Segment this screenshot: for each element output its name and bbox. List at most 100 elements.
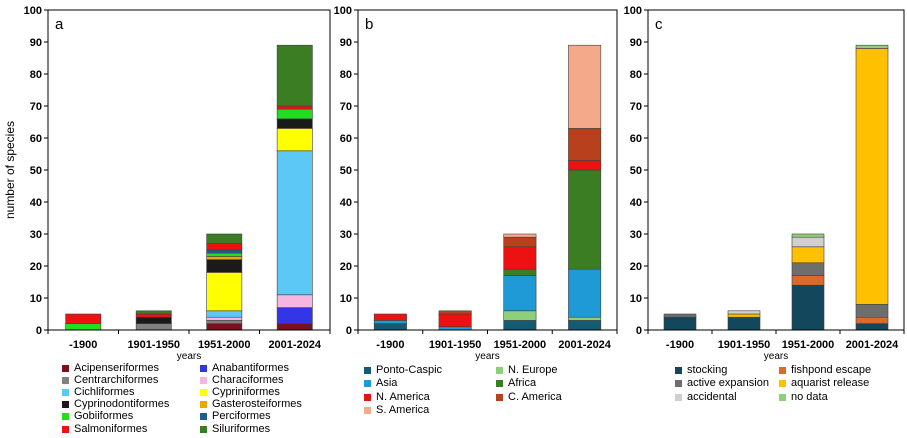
y-tick-label: 20 <box>340 261 352 273</box>
legend-swatch <box>62 401 69 409</box>
y-tick-label: 80 <box>30 69 42 81</box>
legend-label: Asia <box>376 377 398 390</box>
bar-segment-anabantiformes-2001-2024 <box>276 307 313 324</box>
bar-segment-active-expansion-2001-2024 <box>855 304 889 318</box>
legend-label: Gobiiformes <box>74 410 134 423</box>
legend-label: Salmoniformes <box>74 422 148 435</box>
y-tick-label: 10 <box>30 293 42 305</box>
y-tick-label: 50 <box>340 165 352 177</box>
legend-label: active expansion <box>687 377 769 390</box>
y-tick-label: 0 <box>36 325 42 337</box>
bar-segment-fishpond-escape-2001-2024 <box>855 316 889 324</box>
legend-swatch <box>62 413 69 421</box>
bar-segment-cyprinodontiformes-2001-2024 <box>276 118 313 129</box>
x-tick-label: 1901-1950 <box>718 339 771 351</box>
bar-segment-africa-1951-2000 <box>503 268 537 276</box>
legend-c: stocking fishpond escape active expansion a… <box>675 364 905 414</box>
bar-segment-characiformes-2001-2024 <box>276 294 313 308</box>
y-tick-label: 30 <box>340 229 352 241</box>
bar-segment-no-data-1951-2000 <box>791 233 825 238</box>
y-tick-label: 50 <box>630 165 642 177</box>
legend-label: Centrarchiformes <box>74 374 159 387</box>
legend-label: Cichliformes <box>74 386 135 399</box>
bar-segment-gasterosteiformes-1951-2000 <box>206 256 243 260</box>
bar-segment-characiformes-1951-2000 <box>206 316 243 321</box>
bar-segment-active-expansion-1951-2000 <box>791 262 825 276</box>
legend-swatch <box>779 393 786 401</box>
legend-swatch <box>364 367 371 374</box>
y-axis-title: number of species <box>3 121 17 219</box>
x-tick-label: -1900 <box>69 339 97 351</box>
legend-label: Gasterosteiformes <box>212 398 302 411</box>
x-axis-title: years <box>177 351 201 362</box>
legend-label: accidental <box>687 390 737 403</box>
bar-segment-ponto-caspic-1900 <box>373 323 407 331</box>
legend-swatch <box>496 380 503 388</box>
legend-label: Siluriformes <box>212 422 271 435</box>
legend-swatch <box>200 401 207 409</box>
y-tick-label: 30 <box>30 229 42 241</box>
y-tick-label: 80 <box>340 69 352 81</box>
bar-segment-cyprinodontiformes-1951-2000 <box>206 259 243 273</box>
y-tick-label: 90 <box>630 37 642 49</box>
bar-segment-centrarchiformes-1901-1950 <box>135 323 172 331</box>
legend-b: Ponto-Caspic N. Europe Asia Africa N. Americ… <box>364 364 624 426</box>
bar-segment-cichliformes-2001-2024 <box>276 150 313 296</box>
legend-swatch <box>62 365 69 372</box>
y-tick-label: 90 <box>30 37 42 49</box>
x-tick-label: 2001-2024 <box>558 339 611 351</box>
legend-label: Cyprinodontiformes <box>74 398 170 411</box>
bar-segment-active-expansion-1900 <box>663 313 697 318</box>
bar-segment-ponto-caspic-2001-2024 <box>568 320 602 331</box>
x-tick-label: 2001-2024 <box>846 339 899 351</box>
bar-segment-asia-1951-2000 <box>503 275 537 312</box>
legend-label: Africa <box>508 377 537 390</box>
x-axis-title: years <box>475 351 499 362</box>
y-tick-label: 30 <box>630 229 642 241</box>
bar-segment-aquarist-release-1901-1950 <box>727 313 761 318</box>
y-tick-label: 60 <box>340 133 352 145</box>
bar-segment-aquarist-release-1951-2000 <box>791 246 825 264</box>
bar-segment-asia-2001-2024 <box>568 268 602 318</box>
bar-segment-gobiiformes-1900 <box>65 323 102 331</box>
bar-segment-c-america-1901-1950 <box>438 310 472 315</box>
legend-label: N. America <box>376 390 430 403</box>
chart-panel-a: 0 10 20 30 40 50 60 70 80 90 100 -1900 1901-1950 1951… <box>3 5 331 362</box>
bar-segment-siluriformes-2001-2024 <box>276 44 313 107</box>
panel-label: c <box>655 16 663 33</box>
bar-segment-stocking-2001-2024 <box>855 323 889 331</box>
legend-label: aquarist release <box>791 377 870 390</box>
bar-segment-cypriniformes-2001-2024 <box>276 128 313 152</box>
y-tick-label: 40 <box>630 197 642 209</box>
bar-segment-salmoniformes-1900 <box>65 313 102 324</box>
x-tick-label: 1951-2000 <box>198 339 251 351</box>
y-tick-label: 70 <box>30 101 42 113</box>
x-tick-label: 1901-1950 <box>429 339 482 351</box>
bar-segment-aquarist-release-2001-2024 <box>855 48 889 305</box>
x-tick-label: 2001-2024 <box>268 339 321 351</box>
y-tick-label: 60 <box>630 133 642 145</box>
panel-label: a <box>55 16 64 33</box>
y-tick-label: 40 <box>30 197 42 209</box>
bar-segment-c-america-2001-2024 <box>568 128 602 161</box>
legend-swatch <box>364 406 371 414</box>
legend-label: Anabantiformes <box>212 362 290 374</box>
bar-segment-stocking-1901-1950 <box>727 316 761 331</box>
y-tick-label: 100 <box>334 5 352 17</box>
legend-swatch <box>364 380 371 388</box>
legend-swatch <box>200 413 207 421</box>
bar-segment-acipenseriformes-2001-2024 <box>276 323 313 331</box>
legend-swatch <box>496 367 503 374</box>
legend-label: Characiformes <box>212 374 284 387</box>
legend-label: Acipenseriformes <box>74 362 159 374</box>
bar-segment-n-europe-1951-2000 <box>503 310 537 321</box>
legend-swatch <box>62 389 69 397</box>
legend-swatch <box>62 425 69 433</box>
x-tick-label: 1951-2000 <box>782 339 835 351</box>
bar-segment-stocking-1951-2000 <box>791 284 825 331</box>
x-tick-label: 1901-1950 <box>127 339 180 351</box>
legend-swatch <box>200 389 207 397</box>
legend-swatch <box>364 393 371 401</box>
legend-label: C. America <box>508 390 562 403</box>
y-tick-label: 20 <box>30 261 42 273</box>
